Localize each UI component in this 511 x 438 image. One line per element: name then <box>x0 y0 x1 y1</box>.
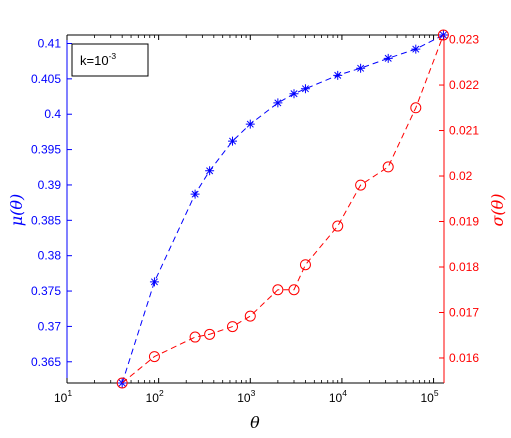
series-line <box>121 34 444 384</box>
left-y-tick-label: 0.405 <box>31 72 61 86</box>
data-point-circle <box>227 321 239 333</box>
x-tick-label: 103 <box>237 388 255 405</box>
series-mu <box>117 30 448 388</box>
right-y-tick-label: 0.022 <box>449 78 479 92</box>
data-point-asterisk <box>228 136 238 146</box>
annotation-frame <box>71 43 149 77</box>
left-y-tick-label: 0.385 <box>31 213 61 227</box>
right-y-tick-label: 0.018 <box>449 260 479 274</box>
x-tick-label: 104 <box>329 388 347 405</box>
right-y-tick-label: 0.023 <box>449 33 479 47</box>
data-point-circle <box>382 161 394 173</box>
data-point-circle <box>332 220 344 232</box>
x-axis: 101 102 103 104 105 <box>54 35 439 405</box>
data-point-circle <box>189 331 201 343</box>
right-y-tick-label: 0.021 <box>449 124 479 138</box>
data-point-circle <box>437 29 449 41</box>
data-point-circle <box>355 179 367 191</box>
x-tick-label: 105 <box>421 388 439 405</box>
left-y-axis: 0.365 0.37 0.375 0.38 0.385 0.39 0.395 0.4 0.405… <box>31 36 72 369</box>
data-point-circle <box>288 284 300 296</box>
data-point-asterisk <box>190 189 200 199</box>
left-y-tick-label: 0.37 <box>38 319 62 333</box>
data-point-asterisk <box>273 98 283 108</box>
data-point-asterisk <box>245 119 255 129</box>
data-point-asterisk <box>383 53 393 63</box>
left-y-tick-label: 0.4 <box>44 107 61 121</box>
left-y-tick-label: 0.365 <box>31 355 61 369</box>
annotation-box: k=10-3 <box>71 43 149 77</box>
right-y-axis: 0.016 0.017 0.018 0.019 0.02 0.021 0.022 0.023 <box>439 33 479 365</box>
left-y-tick-label: 0.41 <box>38 36 62 50</box>
left-y-tick-label: 0.375 <box>31 284 61 298</box>
x-tick-label: 101 <box>54 388 72 405</box>
data-point-asterisk <box>411 44 421 54</box>
data-point-circle <box>204 328 216 340</box>
data-point-asterisk <box>205 166 215 176</box>
series-line <box>121 34 444 384</box>
data-point-asterisk <box>333 70 343 80</box>
series-sigma <box>116 29 449 389</box>
right-y-axis-label: σ(θ) <box>488 193 507 226</box>
left-y-tick-label: 0.395 <box>31 143 61 157</box>
annotation-base: k=10 <box>80 53 109 68</box>
annotation-exponent: -3 <box>109 51 117 61</box>
plot-frame <box>66 34 445 384</box>
right-y-tick-label: 0.02 <box>449 169 473 183</box>
data-point-asterisk <box>300 84 310 94</box>
data-point-circle <box>410 102 422 114</box>
right-y-tick-label: 0.019 <box>449 215 479 229</box>
x-axis-label: θ <box>250 413 260 432</box>
data-point-asterisk <box>356 63 366 73</box>
data-point-asterisk <box>117 378 127 388</box>
x-tick-label: 102 <box>146 388 164 405</box>
left-y-tick-label: 0.38 <box>38 249 62 263</box>
left-y-axis-label: μ(θ) <box>7 194 26 227</box>
data-point-circle <box>148 351 160 363</box>
left-y-tick-label: 0.39 <box>38 178 62 192</box>
data-point-circle <box>272 284 284 296</box>
data-point-asterisk <box>289 89 299 99</box>
annotation-text: k=10-3 <box>80 51 116 68</box>
data-point-circle <box>116 377 128 389</box>
data-point-asterisk <box>149 277 159 287</box>
right-y-tick-label: 0.016 <box>449 351 479 365</box>
data-point-circle <box>299 259 311 271</box>
right-y-tick-label: 0.017 <box>449 305 479 319</box>
series-layer <box>116 29 449 389</box>
data-point-circle <box>244 310 256 322</box>
